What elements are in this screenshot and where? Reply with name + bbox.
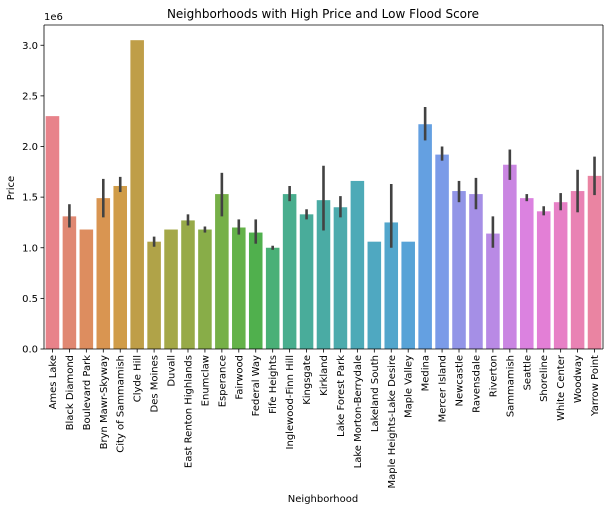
y-tick-label: 3.0 [22,41,38,52]
x-tick-label: Bryn Mawr-Skyway [99,355,110,449]
x-tick-label: Lakeland South [370,355,381,432]
x-tick-label: Riverton [488,355,499,397]
x-tick-label: Enumclaw [200,355,211,406]
bar [452,191,466,349]
x-tick-label: Black Diamond [65,355,76,430]
y-tick-label: 0.0 [22,345,38,356]
bar [96,198,111,349]
x-tick-label: Fife Heights [268,355,279,414]
x-tick-label: Ames Lake [48,355,59,409]
x-tick-label: Lake Forest Park [336,355,347,437]
bar [164,229,178,349]
bar [503,164,517,349]
x-tick-label: Kingsgate [302,355,313,405]
y-tick-label: 1.5 [22,193,38,204]
x-tick-label: Inglewood-Finn Hill [285,355,296,449]
y-tick-label: 0.5 [22,294,38,305]
chart-title: Neighborhoods with High Price and Low Fl… [167,7,479,21]
bar [570,191,585,349]
x-tick-label: Seattle [522,355,533,390]
bar [215,194,229,349]
x-tick-label: Clyde Hill [133,355,144,402]
x-tick-label: Lake Morton-Berrydale [353,355,364,468]
x-tick-label: Woodway [573,355,584,403]
x-axis-title: Neighborhood [288,494,358,505]
bar [536,211,551,349]
plot-area: 0.0 0.5 1.0 1.5 2.0 2.5 3.0 Ames Lake Black Diam… [22,24,604,488]
bar [265,247,280,349]
x-tick-label: Yarrow Point [590,355,601,417]
bar [232,227,246,349]
x-tick-label: Maple Heights-Lake Desire [387,355,398,488]
bar [181,220,195,349]
bar [248,232,263,349]
bar [316,200,331,349]
bar [130,40,144,349]
bar [469,194,483,349]
bar [486,233,500,349]
x-tick-label: Sammamish [505,355,516,417]
bar [45,116,60,349]
x-tick-label: Des Moines [150,355,161,412]
x-tick-label: Kirkland [319,355,330,396]
bar [587,175,602,349]
x-tick-label: Fairwood [234,355,245,400]
bar [553,202,568,349]
x-tick-label: Shoreline [539,355,550,402]
bar [147,241,161,349]
bar [435,154,449,349]
x-tick-label: East Renton Highlands [183,355,194,468]
y-axis-title: Price [6,176,17,200]
x-tick-label: Esperance [217,355,228,407]
bar [333,207,348,349]
x-tick-label: Duvall [167,355,178,387]
y-tick-label: 2.5 [22,91,38,102]
bar [282,194,297,349]
bar [418,124,432,349]
y-tick-label: 1.0 [22,243,38,254]
x-tick-label: Mercer Island [438,355,449,422]
x-tick-label: Boulevard Park [82,355,93,431]
x-tick-label: Medina [421,355,432,391]
x-tick-label: Ravensdale [471,355,482,413]
bar [62,216,77,349]
x-tick-label: Newcastle [455,355,466,407]
x-tick-label: Maple Valley [404,355,415,418]
bar [350,180,365,349]
bar [367,241,382,349]
y-tick-label: 2.0 [22,142,38,153]
bar [79,229,94,349]
bar [113,185,128,349]
y-scale-label: 1e6 [44,12,63,23]
x-tick-label: Federal Way [251,355,262,416]
bar [384,222,399,349]
bar [519,198,534,349]
bar [299,214,314,349]
x-tick-label: White Center [556,354,567,421]
bar [198,229,212,349]
bar [401,241,415,349]
x-tick-label: City of Sammamish [116,355,127,453]
